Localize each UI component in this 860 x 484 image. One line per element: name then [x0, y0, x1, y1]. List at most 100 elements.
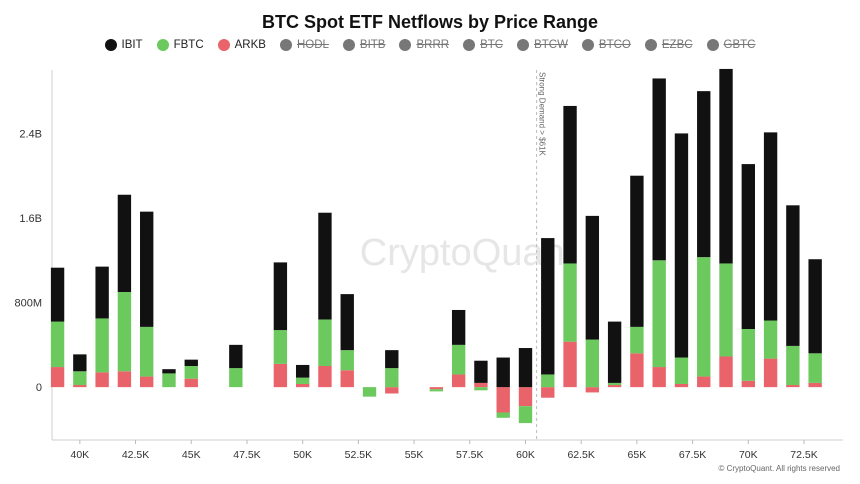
x-tick-label: 72.5K — [790, 449, 817, 461]
x-tick-label: 60K — [516, 449, 535, 461]
bar-fbtc — [184, 366, 198, 379]
legend-item-gbtc[interactable]: GBTC — [706, 39, 756, 51]
bar-arkb — [385, 387, 399, 394]
bar-fbtc — [273, 330, 288, 364]
chart-legend: IBIT FBTC ARKB HODL BITB BRRR BTC BTCW BTCO EZBC G… — [0, 39, 860, 51]
bar-ibit — [808, 259, 822, 354]
bar-ibit — [73, 354, 87, 372]
legend-swatch — [581, 39, 594, 51]
bar-ibit — [541, 238, 555, 375]
bar-fbtc — [140, 326, 154, 377]
bar-arkb — [674, 383, 689, 388]
bar-fbtc — [429, 389, 444, 392]
bar-ibit — [496, 357, 510, 388]
legend-item-btc[interactable]: BTC — [463, 39, 503, 51]
bar-ibit — [451, 309, 466, 345]
bar-fbtc — [362, 387, 377, 397]
legend-item-ezbc[interactable]: EZBC — [644, 39, 693, 51]
bar-ibit — [273, 262, 288, 331]
legend-item-btco[interactable]: BTCO — [581, 39, 631, 51]
bar-arkb — [140, 376, 154, 388]
legend-swatch — [279, 39, 292, 51]
legend-item-hodl[interactable]: HODL — [279, 39, 329, 51]
legend-item-arkb[interactable]: ARKB — [217, 39, 266, 51]
bar-arkb — [429, 387, 444, 390]
bar-fbtc — [385, 368, 399, 388]
legend-item-ibit[interactable]: IBIT — [104, 39, 143, 51]
legend-label: EZBC — [661, 39, 693, 51]
bar-arkb — [518, 387, 533, 407]
legend-label: ARKB — [234, 39, 266, 51]
bar-arkb — [474, 382, 488, 388]
x-tick-label: 70K — [739, 449, 758, 461]
bar-ibit — [229, 344, 243, 369]
legend-label: HODL — [296, 39, 329, 51]
chart-title: BTC Spot ETF Netflows by Price Range — [261, 12, 599, 32]
bar-fbtc — [808, 353, 822, 383]
bar-fbtc — [117, 292, 132, 372]
x-tick-label: 42.5K — [122, 449, 149, 461]
legend-label: FBTC — [173, 39, 204, 51]
bar-ibit — [340, 294, 354, 351]
copyright-footer: © CryptoQuant. All rights reserved — [718, 464, 841, 473]
legend-item-brrr[interactable]: BRRR — [399, 39, 449, 51]
legend-label: BITB — [359, 39, 386, 51]
bar-fbtc — [318, 319, 332, 366]
bar-arkb — [630, 353, 644, 388]
bar-ibit — [117, 194, 132, 292]
bar-ibit — [786, 205, 800, 346]
bar-ibit — [741, 164, 755, 329]
bar-arkb — [585, 387, 600, 393]
watermark: CryptoQuant — [360, 232, 576, 274]
bar-ibit — [162, 369, 176, 374]
bar-ibit — [630, 175, 644, 327]
bar-ibit — [585, 215, 600, 340]
y-tick-label: 800M — [14, 298, 42, 310]
bar-arkb — [273, 363, 288, 388]
bar-fbtc — [585, 339, 600, 388]
bar-arkb — [563, 341, 577, 388]
bar-fbtc — [741, 329, 755, 381]
legend-swatch — [463, 39, 476, 51]
x-tick-label: 65K — [628, 449, 647, 461]
legend-swatch — [644, 39, 657, 51]
bar-fbtc — [340, 350, 354, 371]
bar-fbtc — [295, 377, 310, 384]
bar-ibit — [95, 266, 109, 319]
bar-ibit — [763, 132, 778, 321]
y-tick-label: 0 — [36, 382, 42, 394]
legend-swatch — [342, 39, 355, 51]
legend-swatch — [399, 39, 412, 51]
bar-fbtc — [451, 344, 466, 375]
bar-ibit — [474, 360, 488, 383]
bar-fbtc — [630, 326, 644, 354]
bar-fbtc — [607, 382, 622, 386]
bar-fbtc — [563, 263, 577, 342]
bar-fbtc — [73, 371, 87, 386]
legend-item-fbtc[interactable]: FBTC — [156, 39, 204, 51]
annotation-label: Strong Demand > $61K — [538, 72, 547, 156]
legend-label: IBIT — [121, 39, 143, 51]
x-tick-label: 55K — [405, 449, 424, 461]
bar-fbtc — [474, 387, 488, 391]
x-tick-label: 57.5K — [456, 449, 483, 461]
legend-swatch — [217, 39, 230, 51]
x-tick-label: 40K — [71, 449, 90, 461]
legend-item-bitb[interactable]: BITB — [342, 39, 386, 51]
bar-arkb — [340, 370, 354, 388]
bar-arkb — [117, 371, 132, 388]
x-tick-label: 50K — [293, 449, 312, 461]
bar-arkb — [50, 367, 65, 388]
bar-arkb — [786, 385, 800, 388]
bar-arkb — [719, 356, 733, 388]
legend-item-btcw[interactable]: BTCW — [517, 39, 568, 51]
bar-fbtc — [162, 373, 176, 388]
legend-label: BRRR — [416, 39, 450, 51]
bar-fbtc — [697, 257, 711, 377]
bar-arkb — [95, 372, 109, 388]
bar-arkb — [652, 367, 666, 388]
bar-fbtc — [674, 357, 689, 384]
bar-ibit — [697, 91, 711, 258]
